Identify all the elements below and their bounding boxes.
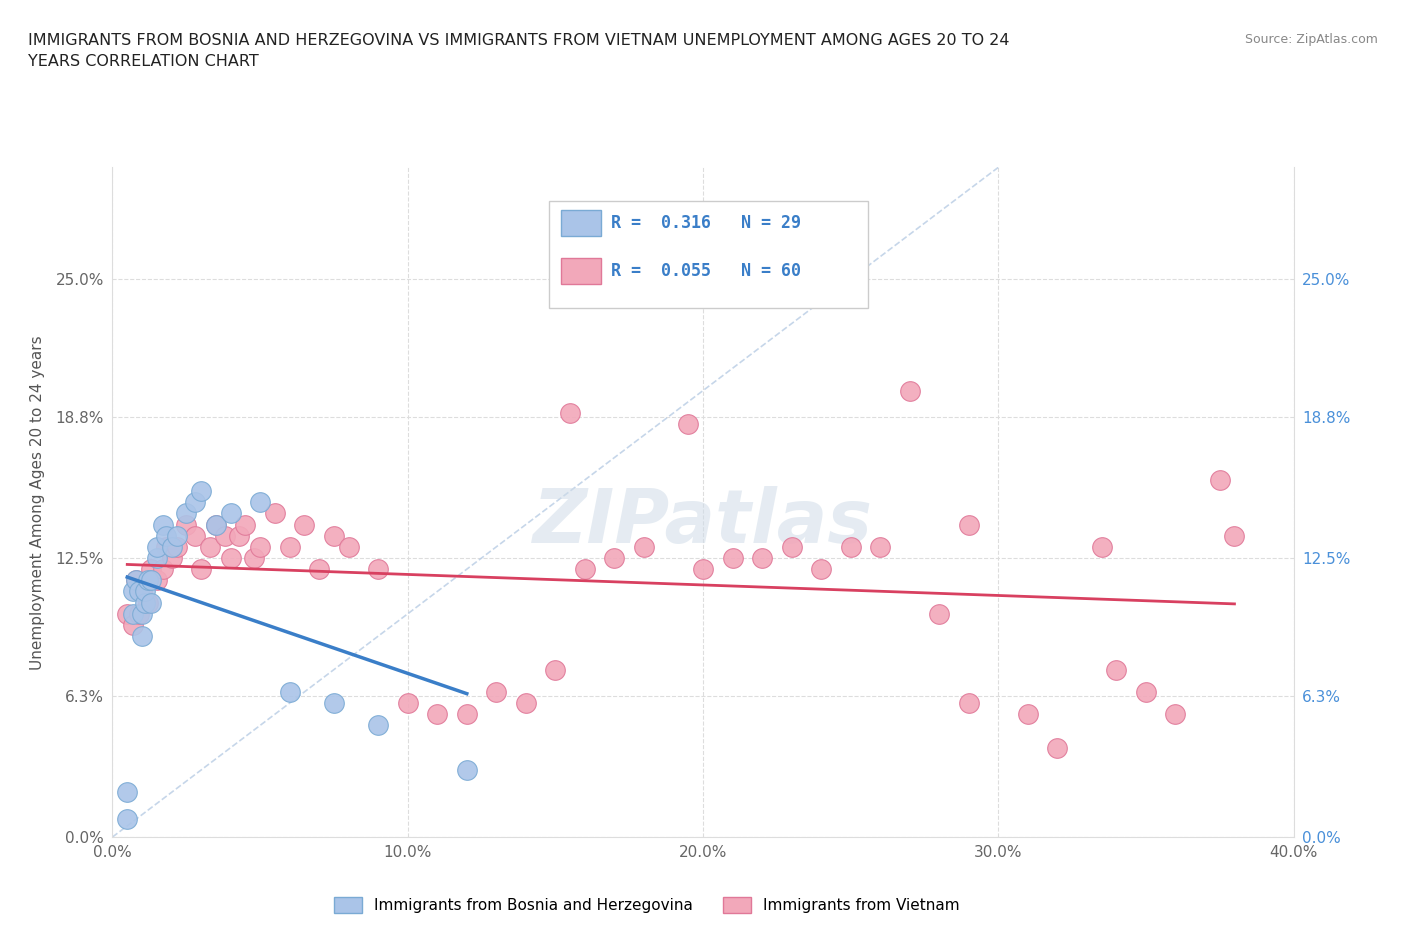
Point [957,517,980,532]
Point [155,539,177,554]
Point [131,584,153,599]
Point [558,405,582,420]
Point [219,551,242,565]
Point [219,506,242,521]
Point [839,539,862,554]
Point [160,551,183,565]
Point [136,595,159,610]
Point [205,517,228,532]
Point [249,539,271,554]
Point [633,539,655,554]
Point [396,696,419,711]
Point [367,562,389,577]
Point [1164,707,1187,722]
Point [957,696,980,711]
Point [125,573,148,588]
Point [128,606,150,621]
Point [426,707,449,722]
Point [278,684,301,699]
Point [678,417,700,432]
Point [131,629,153,644]
Point [117,812,138,827]
Point [166,528,188,543]
Point [928,606,950,621]
Point [184,528,207,543]
Point [456,763,478,777]
Point [515,696,537,711]
FancyBboxPatch shape [550,201,869,308]
Point [898,383,921,398]
Point [337,539,360,554]
Point [128,584,150,599]
Point [152,517,174,532]
Point [184,495,207,510]
Point [205,517,228,532]
Point [146,539,169,554]
Point [603,551,626,565]
Text: Source: ZipAtlas.com: Source: ZipAtlas.com [1244,33,1378,46]
Point [134,584,156,599]
FancyBboxPatch shape [561,258,602,284]
Point [544,662,567,677]
Point [155,528,177,543]
Point [1105,662,1128,677]
Point [721,551,744,565]
Text: R =  0.316   N = 29: R = 0.316 N = 29 [610,214,801,232]
Point [810,562,832,577]
Point [190,484,212,498]
Text: IMMIGRANTS FROM BOSNIA AND HERZEGOVINA VS IMMIGRANTS FROM VIETNAM UNEMPLOYMENT A: IMMIGRANTS FROM BOSNIA AND HERZEGOVINA V… [28,33,1010,69]
Point [264,506,287,521]
Point [869,539,891,554]
Point [139,573,162,588]
Point [1223,528,1246,543]
Point [574,562,596,577]
Point [190,562,212,577]
Point [117,785,138,800]
Point [198,539,221,554]
Point [214,528,236,543]
Point [146,573,169,588]
Point [152,562,174,577]
Point [323,528,346,543]
Point [751,551,773,565]
Point [292,517,315,532]
Point [243,551,266,565]
Point [146,551,169,565]
Point [122,584,145,599]
Legend: Immigrants from Bosnia and Herzegovina, Immigrants from Vietnam: Immigrants from Bosnia and Herzegovina, … [335,897,959,913]
Point [780,539,803,554]
Point [1091,539,1114,554]
Point [125,573,148,588]
Text: ZIPatlas: ZIPatlas [533,485,873,559]
Point [323,696,346,711]
Point [228,528,250,543]
Point [174,517,197,532]
Point [131,606,153,621]
Point [122,618,145,632]
Point [1135,684,1157,699]
Point [1017,707,1039,722]
Point [692,562,714,577]
Point [134,595,156,610]
Point [249,495,271,510]
Point [367,718,389,733]
Text: R =  0.055   N = 60: R = 0.055 N = 60 [610,262,801,280]
Point [139,562,162,577]
Point [166,539,188,554]
Point [308,562,330,577]
Point [1208,472,1232,487]
Point [456,707,478,722]
Point [233,517,256,532]
Y-axis label: Unemployment Among Ages 20 to 24 years: Unemployment Among Ages 20 to 24 years [30,335,45,670]
Point [122,606,145,621]
Point [485,684,508,699]
Point [174,506,197,521]
Point [1046,740,1069,755]
FancyBboxPatch shape [561,209,602,235]
Point [278,539,301,554]
Point [117,606,138,621]
Point [139,595,162,610]
Point [160,539,183,554]
Point [136,573,159,588]
